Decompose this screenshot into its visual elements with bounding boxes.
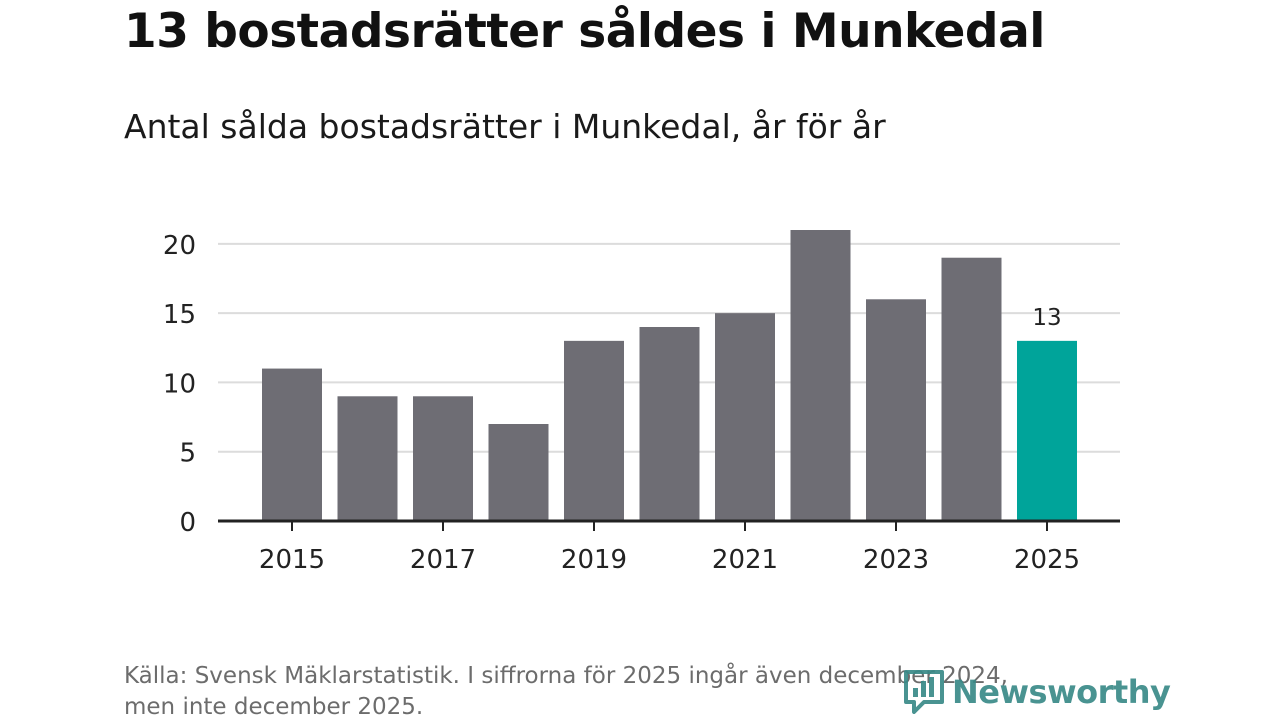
bar-2020 (639, 327, 700, 521)
y-tick-label-10: 10 (163, 369, 196, 399)
bar-2017 (413, 396, 473, 521)
bar-chart: 0 5 10 15 20 2015 2017 2019 2021 2023 2025 13 (163, 230, 1120, 575)
x-tick-label-2015: 2015 (259, 545, 325, 575)
source-line-2: men inte december 2025. (124, 694, 424, 720)
source-line-1: Källa: Svensk Mäklarstatistik. I siffror… (124, 663, 1008, 689)
x-tick-label-2023: 2023 (863, 545, 929, 575)
newsworthy-logo-icon (904, 670, 944, 714)
x-tick-label-2019: 2019 (561, 545, 627, 575)
brand-name: Newsworthy (952, 673, 1171, 711)
y-tick-label-20: 20 (163, 231, 196, 261)
y-tick-label-5: 5 (179, 439, 196, 469)
chart-subtitle: Antal sålda bostadsrätter i Munkedal, år… (124, 107, 886, 146)
bar-2022 (790, 230, 851, 521)
chart-title: 13 bostadsrätter såldes i Munkedal (124, 4, 1045, 59)
y-tick-label-0: 0 (179, 508, 196, 538)
bar-2021 (715, 313, 775, 521)
x-tick-label-2021: 2021 (712, 545, 778, 575)
y-tick-label-15: 15 (163, 300, 196, 330)
bar-2016 (337, 396, 398, 521)
labels: 0 5 10 15 20 2015 2017 2019 2021 2023 2025 13 (163, 231, 1080, 575)
x-tick-label-2017: 2017 (410, 545, 476, 575)
bar-2025 (1017, 340, 1077, 521)
bar-2019 (564, 340, 624, 521)
source-note: Källa: Svensk Mäklarstatistik. I siffror… (124, 661, 1124, 720)
bar-2024 (941, 257, 1002, 521)
data-label-2025: 13 (1032, 305, 1061, 331)
bar-2018 (488, 424, 549, 521)
newsworthy-logo[interactable]: Newsworthy (902, 668, 1171, 716)
bars (262, 230, 1077, 521)
axes (218, 519, 1120, 531)
x-tick-label-2025: 2025 (1014, 545, 1080, 575)
bar-2023 (866, 299, 926, 521)
bar-2015 (262, 368, 322, 521)
